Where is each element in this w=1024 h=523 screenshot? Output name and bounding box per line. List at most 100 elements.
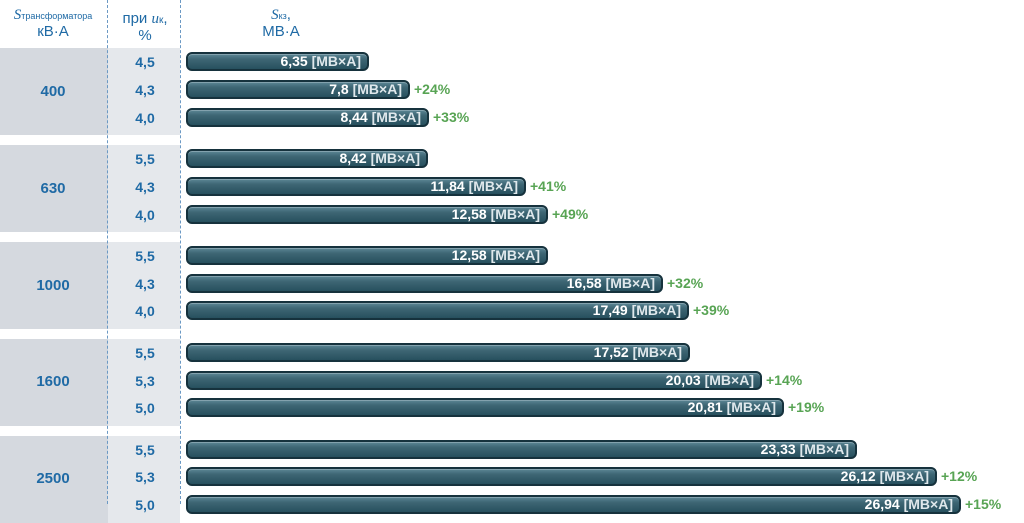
bar-value-label: 17,52 [МВ×А] [593, 343, 682, 360]
bar: 8,42 [МВ×А] [186, 148, 428, 168]
uk-value-label: 4,3 [135, 178, 155, 195]
bar: 26,12 [МВ×А] [186, 467, 937, 487]
bar-value: 17,52 [593, 343, 633, 360]
bar: 11,84 [МВ×А] [186, 176, 526, 196]
bar: 20,03 [МВ×А] [186, 370, 762, 390]
transformer-rating-label: 1600 [36, 373, 70, 391]
bar: 26,94 [МВ×А] [186, 495, 961, 515]
bar-value-label: 26,12 [МВ×А] [841, 469, 929, 484]
bar: 23,33 [МВ×А] [186, 439, 857, 459]
bar: 16,58 [МВ×А] [186, 273, 663, 293]
bar-unit: [МВ×А] [632, 343, 682, 360]
uk-value-label: 4,0 [135, 109, 155, 126]
group-background [108, 48, 180, 136]
bar-value: 12,58 [451, 246, 491, 263]
uk-value-label: 5,0 [135, 400, 155, 417]
sk-unit: МВ·А [262, 23, 300, 40]
bar-value-label: 20,03 [МВ×А] [665, 371, 754, 388]
group-background [0, 48, 108, 136]
bar-unit: [МВ×А] [352, 80, 402, 97]
bar-value: 11,84 [430, 177, 469, 194]
bar-value-label: 7,8 [МВ×А] [329, 80, 402, 97]
delta-percent-label: +24% [414, 80, 451, 97]
bar: 12,58 [МВ×А] [186, 204, 548, 224]
delta-percent-label: +14% [766, 371, 803, 388]
bar-value-label: 12,58 [МВ×А] [451, 246, 540, 263]
group-background [108, 144, 180, 233]
uk-value-label: 4,0 [135, 303, 155, 320]
bar-value: 20,03 [665, 371, 705, 388]
uk-value-label: 4,3 [135, 275, 155, 292]
bar-value: 8,44 [340, 108, 372, 125]
s-transformer-header: Sтрансформатора кВ·А [4, 7, 102, 40]
delta-percent-label: +15% [965, 496, 1002, 513]
bar: 17,52 [МВ×А] [186, 342, 690, 362]
bar-value-label: 20,81 [МВ×А] [688, 400, 776, 415]
group-background [0, 144, 108, 233]
uk-value-label: 5,3 [135, 469, 155, 486]
bar-unit: [МВ×А] [799, 440, 849, 457]
transformer-rating-label: 400 [40, 82, 66, 100]
sk-symbol: S [271, 7, 279, 23]
transformer-rating-label: 1000 [36, 276, 70, 294]
bar-value-label: 8,44 [МВ×А] [340, 108, 421, 125]
bar-value-label: 17,49 [МВ×А] [593, 303, 681, 318]
bar-value-label: 16,58 [МВ×А] [566, 274, 655, 291]
bar: 6,35 [МВ×А] [186, 52, 369, 71]
delta-percent-label: +12% [941, 468, 978, 485]
uk-value-label: 5,5 [135, 344, 155, 361]
bar-value: 26,94 [864, 496, 904, 513]
bar-value-label: 11,84 [МВ×А] [430, 177, 518, 194]
bar: 12,58 [МВ×А] [186, 245, 548, 265]
bar-value: 6,35 [280, 53, 312, 69]
bar-value: 7,8 [329, 80, 353, 97]
uk-value-label: 5,3 [135, 372, 155, 389]
group-background [0, 241, 108, 330]
uk-prefix: при [122, 10, 148, 27]
bar-value-label: 26,94 [МВ×А] [865, 497, 953, 512]
bar-value: 8,42 [339, 149, 371, 166]
group-background [108, 241, 180, 330]
delta-percent-label: +33% [433, 108, 470, 125]
uk-symbol: u [151, 11, 159, 27]
bar-unit: [МВ×А] [370, 149, 420, 166]
bar-unit: [МВ×А] [726, 399, 776, 416]
bar-value: 12,58 [451, 205, 491, 222]
bar-value: 26,12 [840, 468, 880, 485]
bar-value: 17,49 [592, 302, 632, 319]
uk-value-label: 5,5 [135, 150, 155, 167]
column-divider [180, 0, 181, 504]
sk-header: Sкз, МВ·А [236, 7, 326, 39]
delta-percent-label: +32% [667, 274, 704, 291]
uk-value-label: 5,5 [135, 441, 155, 458]
uk-header: при uк, % [106, 11, 184, 43]
delta-percent-label: +49% [552, 205, 589, 222]
bar: 20,81 [МВ×А] [186, 398, 784, 418]
group-background [108, 338, 180, 427]
uk-value-label: 5,5 [135, 247, 155, 264]
bar-value: 20,81 [687, 399, 727, 416]
sk-subscript: кз [278, 11, 287, 21]
delta-percent-label: +41% [530, 177, 567, 194]
sk-suffix: , [286, 6, 291, 23]
bar-value: 16,58 [566, 274, 606, 291]
delta-percent-label: +19% [788, 399, 825, 416]
uk-value-label: 5,0 [135, 497, 155, 514]
delta-percent-label: +39% [693, 302, 730, 319]
bar-unit: [МВ×А] [903, 496, 953, 513]
s-unit: кВ·А [37, 23, 69, 40]
uk-unit: % [138, 27, 152, 44]
bar-unit: [МВ×А] [311, 53, 361, 69]
bar-unit: [МВ×А] [371, 108, 421, 125]
uk-subscript: к [158, 15, 164, 26]
group-background [0, 338, 108, 427]
uk-value-label: 4,5 [135, 54, 155, 70]
s-symbol: S [13, 7, 22, 23]
s-subscript: трансформатора [21, 11, 93, 21]
bar-value-label: 12,58 [МВ×А] [451, 205, 540, 222]
bar: 7,8 [МВ×А] [186, 79, 410, 99]
column-divider [107, 0, 108, 504]
transformer-rating-label: 2500 [36, 470, 70, 488]
bar-unit: [МВ×А] [631, 302, 681, 319]
bar-unit: [МВ×А] [490, 246, 540, 263]
